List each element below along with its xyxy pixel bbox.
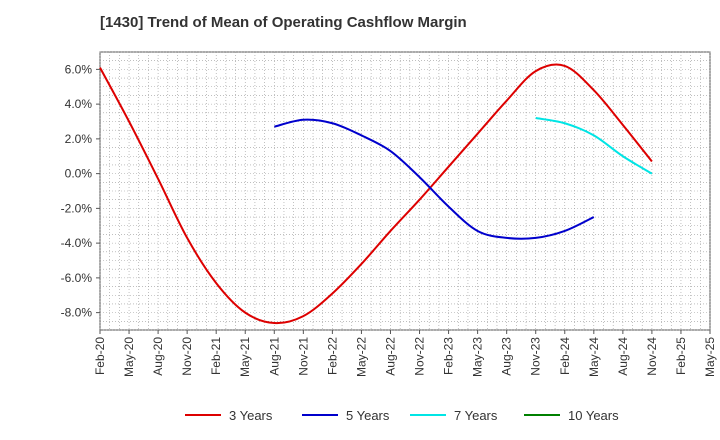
x-tick-label: Nov-22 — [413, 337, 427, 376]
y-tick-label: -8.0% — [61, 306, 93, 320]
chart-title: [1430] Trend of Mean of Operating Cashfl… — [100, 14, 467, 31]
legend-item: 7 Years — [410, 404, 497, 426]
legend-label: 10 Years — [568, 407, 619, 423]
legend-item: 10 Years — [524, 404, 619, 426]
x-tick-label: Aug-22 — [383, 337, 397, 376]
legend-label: 3 Years — [229, 407, 273, 423]
x-tick-label: Feb-20 — [93, 337, 107, 375]
legend-item: 5 Years — [302, 404, 389, 426]
y-tick-label: 2.0% — [65, 132, 93, 146]
series-line-7-years — [535, 117, 653, 175]
y-axis: 6.0% 4.0% 2.0% 0.0% -2.0% -4.0% -6.0% -8.0% — [61, 62, 100, 320]
legend-swatch — [185, 414, 221, 416]
series-line-3-years — [99, 63, 653, 325]
legend-label: 7 Years — [454, 407, 498, 423]
x-tick-label: May-23 — [471, 337, 485, 377]
legend-swatch — [524, 414, 560, 416]
y-tick-label: 4.0% — [65, 97, 93, 111]
x-tick-label: May-24 — [587, 337, 601, 377]
x-tick-label: Aug-23 — [500, 337, 514, 376]
series-lines — [99, 63, 653, 325]
x-tick-label: Aug-21 — [267, 337, 281, 376]
x-tick-label: May-25 — [703, 337, 717, 377]
grid-lines — [99, 51, 711, 331]
legend-swatch — [302, 414, 338, 416]
series-line-5-years — [274, 118, 595, 240]
line-chart: 6.0% 4.0% 2.0% 0.0% -2.0% -4.0% -6.0% -8.0% Feb… — [61, 51, 717, 377]
y-tick-label: 6.0% — [65, 62, 93, 76]
legend-label: 5 Years — [346, 407, 390, 423]
legend: 3 Years 5 Years 7 Years 10 Years — [0, 404, 720, 426]
x-tick-label: Feb-24 — [558, 337, 572, 375]
x-tick-label: May-20 — [122, 337, 136, 377]
x-tick-label: Feb-21 — [209, 337, 223, 375]
legend-item: 3 Years — [185, 404, 272, 426]
y-tick-label: -6.0% — [61, 271, 93, 285]
x-tick-label: Aug-20 — [151, 337, 165, 376]
x-tick-label: Nov-21 — [296, 337, 310, 376]
x-tick-label: Feb-25 — [674, 337, 688, 375]
y-tick-label: -4.0% — [61, 236, 93, 250]
x-tick-label: Nov-23 — [529, 337, 543, 376]
x-tick-label: May-21 — [238, 337, 252, 377]
plot-area — [99, 51, 711, 331]
y-tick-label: 0.0% — [65, 167, 93, 181]
x-tick-label: Feb-22 — [325, 337, 339, 375]
x-tick-label: Nov-20 — [180, 337, 194, 376]
x-axis: Feb-20 May-20 Aug-20 Nov-20 Feb-21 May-21 Aug-… — [93, 330, 717, 377]
x-tick-label: Feb-23 — [442, 337, 456, 375]
x-tick-label: May-22 — [354, 337, 368, 377]
x-tick-label: Aug-24 — [616, 337, 630, 376]
x-tick-label: Nov-24 — [645, 337, 659, 376]
legend-swatch — [410, 414, 446, 416]
y-tick-label: -2.0% — [61, 201, 93, 215]
